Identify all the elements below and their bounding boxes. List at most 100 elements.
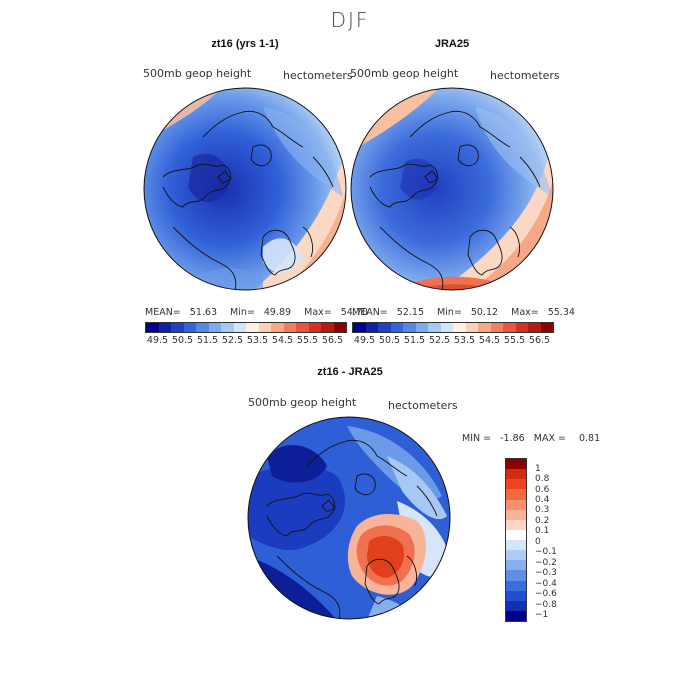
- panel-2-variable-label: 500mb geop height: [350, 67, 459, 80]
- panel-3-colorbar-tick-label: 0.1: [535, 526, 550, 537]
- panel-1-min-value: 49.89: [263, 307, 292, 318]
- panel-3-colorbar-swatch: [506, 469, 526, 480]
- panel-2-colorbar-swatch: [465, 323, 478, 332]
- panel-1-colorbar-swatch: [146, 323, 159, 332]
- panel-3-colorbar-tick-label: −0.1: [535, 547, 557, 558]
- panel-2-min-value: 50.12: [470, 307, 499, 318]
- panel-2-colorbar-swatch: [353, 323, 366, 332]
- panel-1-mean-value: 51.63: [189, 307, 217, 318]
- panel-3-colorbar-swatch: [506, 610, 526, 621]
- panel-1-colorbar-swatch: [296, 323, 309, 332]
- panel-3-colorbar-tick-label: 0.3: [535, 505, 550, 516]
- panel-3-colorbar-swatch: [506, 600, 526, 611]
- panel-1-max-value: 54.70: [340, 307, 368, 318]
- panel-3-colorbar: [505, 458, 527, 622]
- panel-2-colorbar-swatch: [403, 323, 416, 332]
- panel-2-colorbar-tick-label: 52.5: [428, 335, 451, 346]
- panel-2-colorbar-swatch: [440, 323, 453, 332]
- panel-3-colorbar-swatch: [506, 570, 526, 581]
- panel-2-colorbar-swatch: [490, 323, 503, 332]
- panel-2-colorbar-tick-label: 49.5: [353, 335, 376, 346]
- panel-3-colorbar-swatch: [506, 590, 526, 601]
- panel-2-colorbar-swatch: [540, 323, 553, 332]
- panel-3-colorbar-tick-label: −0.6: [535, 589, 557, 600]
- panel-3-colorbar-swatch: [506, 509, 526, 520]
- panel-1-colorbar-swatch: [308, 323, 321, 332]
- panel-2-max-value: 55.34: [547, 307, 575, 318]
- panel-1-colorbar-swatch: [271, 323, 284, 332]
- panel-1-colorbar-swatch: [208, 323, 221, 332]
- panel-3-colorbar-swatch: [506, 479, 526, 490]
- panel-3-colorbar-tick-label: −0.4: [535, 578, 557, 589]
- panel-1-max-label: Max=: [304, 307, 332, 318]
- panel-1-colorbar-swatch: [196, 323, 209, 332]
- panel-3-colorbar-tick-label: −1: [535, 610, 549, 621]
- panel-3-colorbar-tick-label: 1: [535, 463, 541, 474]
- panel-2-colorbar-swatch: [528, 323, 541, 332]
- panel-2-colorbar-swatch: [515, 323, 528, 332]
- panel-1-colorbar: [145, 322, 347, 333]
- panel-1-colorbar-swatch: [221, 323, 234, 332]
- panel-2-colorbar-tick-label: 53.5: [453, 335, 476, 346]
- panel-2-colorbar-labels: 49.5 50.5 51.5 52.5 53.5 54.5 55.5 56.5: [352, 335, 552, 346]
- panel-3-colorbar-swatch: [506, 550, 526, 561]
- panel-3-colorbar-swatch: [506, 529, 526, 540]
- panel-1-colorbar-swatch: [246, 323, 259, 332]
- panel-3-colorbar-tick-label: −0.2: [535, 557, 557, 568]
- panel-1-colorbar-tick-label: 54.5: [271, 335, 294, 346]
- panel-3-max-value: 0.81: [578, 433, 601, 444]
- panel-3-stats: MIN = -1.86 MAX = 0.81: [462, 433, 600, 444]
- panel-1-colorbar-swatch: [258, 323, 271, 332]
- panel-3-colorbar-swatch: [506, 519, 526, 530]
- panel-1-units-label: hectometers: [283, 69, 353, 82]
- panel-3-min-label: MIN =: [462, 433, 492, 444]
- panel-1-variable-label: 500mb geop height: [143, 67, 252, 80]
- panel-3-colorbar-tick-label: −0.8: [535, 599, 557, 610]
- panel-2-colorbar-tick-label: 50.5: [378, 335, 401, 346]
- panel-3-title: zt16 - JRA25: [317, 366, 383, 378]
- panel-1-colorbar-tick-label: 51.5: [196, 335, 219, 346]
- panel-2-units-label: hectometers: [490, 69, 560, 82]
- panel-3-colorbar-tick-label: −0.3: [535, 568, 557, 579]
- panel-3-colorbar-labels: 1 0.8 0.6 0.4 0.3 0.2 0.1 0 −0.1 −0.2 −0.3 −0.4 −0.6…: [535, 458, 557, 620]
- panel-1-stats: MEAN= 51.63 Min= 49.89 Max= 54.70: [145, 307, 368, 318]
- panel-2-colorbar-tick-label: 56.5: [528, 335, 551, 346]
- panel-1-colorbar-tick-label: 55.5: [296, 335, 319, 346]
- figure-title: DJF: [330, 8, 370, 32]
- panel-1-mean-label: MEAN=: [145, 307, 181, 318]
- panel-2-polar-map: [350, 87, 554, 291]
- panel-2-colorbar-swatch: [478, 323, 491, 332]
- panel-1-colorbar-swatch: [321, 323, 334, 332]
- panel-1-colorbar-tick-label: 53.5: [246, 335, 269, 346]
- panel-1-colorbar-swatch: [283, 323, 296, 332]
- panel-1-colorbar-swatch: [233, 323, 246, 332]
- panel-1-min-label: Min=: [230, 307, 255, 318]
- panel-3-colorbar-tick-label: 0.4: [535, 495, 550, 506]
- panel-3-variable-label: 500mb geop height: [248, 396, 357, 409]
- panel-1-colorbar-labels: 49.5 50.5 51.5 52.5 53.5 54.5 55.5 56.5: [145, 335, 345, 346]
- panel-3-colorbar-swatch: [506, 560, 526, 571]
- panel-1-colorbar-swatch: [183, 323, 196, 332]
- panel-1-title: zt16 (yrs 1-1): [211, 38, 279, 50]
- panel-2-mean-value: 52.15: [396, 307, 424, 318]
- panel-2-title: JRA25: [434, 38, 470, 50]
- panel-2-colorbar-tick-label: 54.5: [478, 335, 501, 346]
- panel-1-colorbar-swatch: [171, 323, 184, 332]
- panel-2-colorbar: [352, 322, 554, 333]
- panel-3-colorbar-swatch: [506, 499, 526, 510]
- panel-3-colorbar-swatch: [506, 540, 526, 551]
- panel-3-colorbar-tick-label: 0.2: [535, 515, 550, 526]
- panel-3-colorbar-tick-label: 0: [535, 536, 541, 547]
- panel-2-mean-label: MEAN=: [352, 307, 388, 318]
- panel-3-colorbar-swatch: [506, 489, 526, 500]
- panel-1-colorbar-swatch: [158, 323, 171, 332]
- panel-3-colorbar-tick-label: 0.6: [535, 484, 550, 495]
- panel-2-stats: MEAN= 52.15 Min= 50.12 Max= 55.34: [352, 307, 575, 318]
- panel-2-colorbar-swatch: [428, 323, 441, 332]
- panel-2-colorbar-tick-label: 51.5: [403, 335, 426, 346]
- panel-1-polar-map: [143, 87, 347, 291]
- panel-2-colorbar-swatch: [415, 323, 428, 332]
- panel-2-min-label: Min=: [437, 307, 462, 318]
- panel-3-colorbar-swatch: [506, 459, 526, 470]
- panel-3-min-value: -1.86: [500, 433, 525, 444]
